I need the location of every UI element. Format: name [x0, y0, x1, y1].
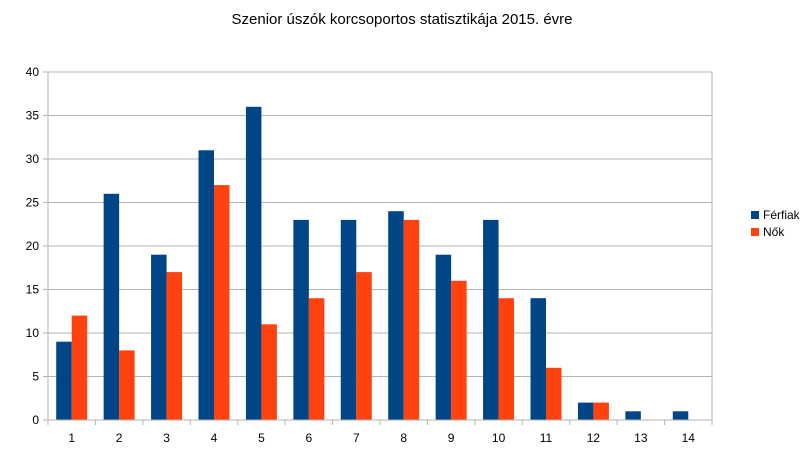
y-tick-label: 5	[32, 370, 39, 384]
x-tick-label: 14	[682, 431, 696, 445]
legend-label-ferfiak: Férfiak	[763, 208, 801, 222]
bar-ferfiak-2	[103, 193, 120, 420]
x-tick-label: 2	[116, 431, 123, 445]
y-tick-label: 30	[26, 152, 40, 166]
y-tick-label: 25	[26, 196, 40, 210]
bar-ferfiak-10	[483, 219, 499, 420]
bar-nok-4	[214, 185, 230, 420]
y-axis-ticks: 0 5 10 15 20 25 30 35 40	[26, 65, 40, 427]
legend: Férfiak Nők	[751, 208, 801, 239]
x-tick-label: 3	[163, 431, 170, 445]
x-tick-label: 1	[68, 431, 75, 445]
bar-nok-7	[356, 272, 372, 420]
legend-swatch-nok	[751, 228, 759, 236]
y-tick-label: 40	[26, 65, 40, 79]
bar-ferfiak-7	[340, 219, 357, 420]
x-tick-label: 11	[540, 431, 553, 445]
bar-ferfiak-3	[151, 254, 167, 420]
bar-ferfiak-13	[625, 411, 641, 420]
bar-nok-1	[71, 315, 88, 420]
x-axis-ticks: 1 2 3 4 5 6 7 8 9 10 11 12 13 14	[68, 431, 695, 445]
y-tick-label: 20	[26, 239, 40, 253]
x-tick-label: 10	[492, 431, 506, 445]
y-tick-label: 10	[26, 326, 40, 340]
bar-ferfiak-1	[56, 341, 72, 420]
x-tick-label: 8	[400, 431, 407, 445]
bar-nok-11	[546, 367, 562, 420]
bar-nok-12	[593, 402, 609, 420]
bar-nok-5	[261, 324, 277, 420]
bar-nok-2	[119, 350, 135, 420]
x-tick-label: 5	[258, 431, 265, 445]
axes	[43, 71, 713, 425]
bars	[56, 106, 689, 421]
bar-nok-10	[498, 298, 515, 420]
x-tick-label: 12	[587, 431, 601, 445]
bar-nok-3	[166, 272, 183, 420]
x-tick-label: 13	[634, 431, 648, 445]
x-tick-label: 4	[211, 431, 218, 445]
legend-label-nok: Nők	[763, 225, 785, 239]
x-tick-label: 7	[353, 431, 360, 445]
bar-nok-8	[403, 219, 420, 420]
gridlines	[48, 71, 712, 421]
bar-ferfiak-9	[435, 254, 452, 420]
x-tick-label: 6	[306, 431, 313, 445]
bar-ferfiak-5	[245, 106, 262, 421]
bar-ferfiak-11	[530, 298, 546, 420]
y-tick-label: 35	[26, 109, 40, 123]
chart-title: Szenior úszók korcsoportos statisztikája…	[232, 11, 573, 28]
y-tick-label: 15	[26, 283, 40, 297]
y-tick-label: 0	[32, 413, 39, 427]
bar-ferfiak-14	[672, 411, 689, 420]
x-tick-label: 9	[448, 431, 455, 445]
bar-ferfiak-4	[198, 150, 214, 421]
bar-ferfiak-12	[577, 402, 594, 420]
bar-nok-6	[308, 298, 325, 420]
bar-nok-9	[451, 280, 467, 420]
bar-ferfiak-8	[388, 211, 404, 420]
bar-ferfiak-6	[293, 219, 309, 420]
legend-swatch-ferfiak	[751, 211, 759, 219]
